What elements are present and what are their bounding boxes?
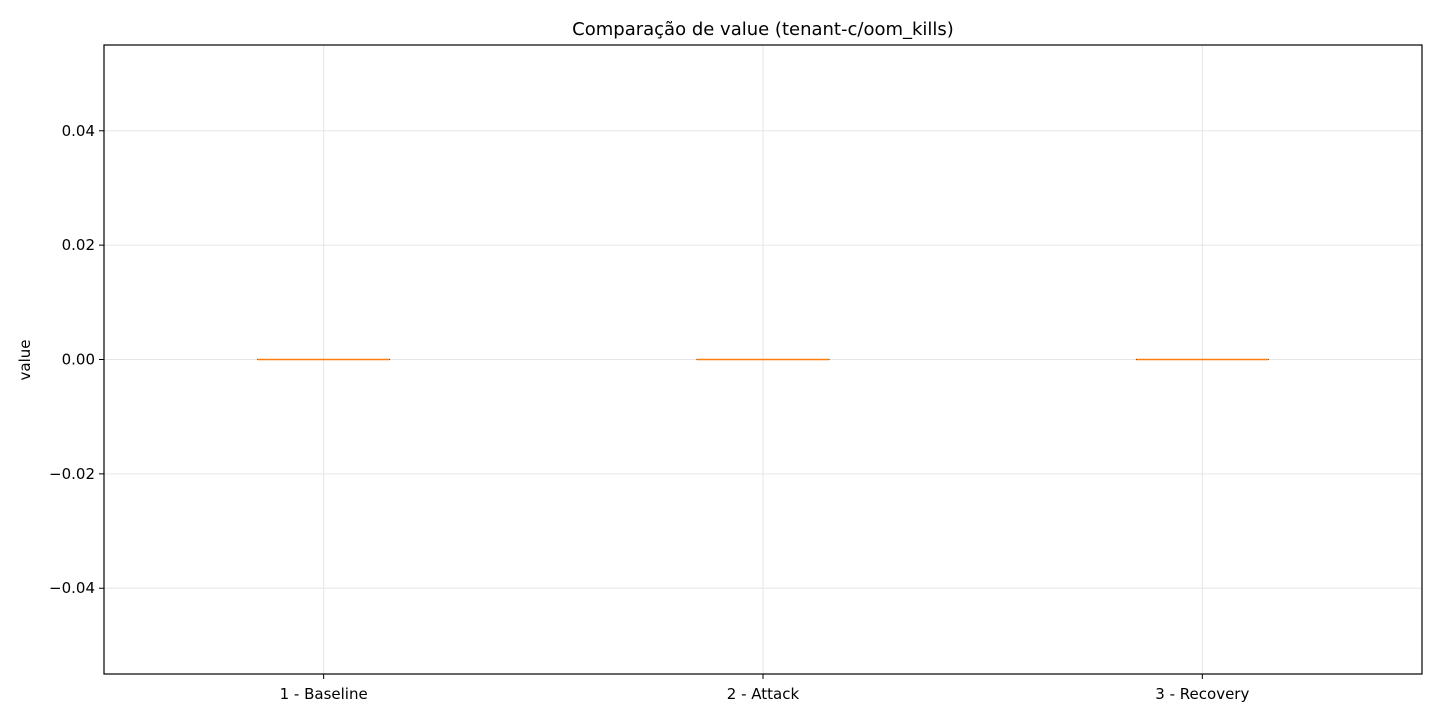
x-tick-label: 1 - Baseline (280, 685, 368, 703)
y-axis-label: value (16, 340, 34, 381)
y-tick-label: −0.02 (49, 465, 95, 483)
y-tick-label: 0.02 (62, 236, 95, 254)
tick-layer: −0.04 −0.02 0.00 0.02 0.04 1 - Baseline 2 - At… (49, 122, 1249, 703)
y-tick-label: 0.04 (62, 122, 95, 140)
plot-frame (103, 44, 1423, 675)
x-tick-label: 2 - Attack (727, 685, 800, 703)
y-tick-label: 0.00 (62, 351, 95, 369)
x-tick-label: 3 - Recovery (1155, 685, 1249, 703)
y-tick-label: −0.04 (49, 579, 95, 597)
chart-title: Comparação de value (tenant-c/oom_kills) (572, 19, 954, 40)
